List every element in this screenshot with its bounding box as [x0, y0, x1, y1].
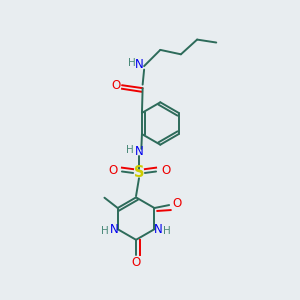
Text: O: O [161, 164, 170, 176]
Text: H: H [128, 58, 136, 68]
Text: O: O [108, 164, 117, 176]
Text: N: N [135, 145, 143, 158]
Text: H: H [126, 145, 134, 155]
Text: O: O [111, 79, 120, 92]
Text: N: N [110, 223, 118, 236]
Text: O: O [172, 197, 181, 210]
Text: N: N [154, 223, 162, 236]
Text: O: O [131, 256, 141, 269]
Text: S: S [134, 166, 144, 181]
Text: H: H [163, 226, 171, 236]
Text: H: H [101, 226, 109, 236]
Text: N: N [135, 58, 144, 71]
